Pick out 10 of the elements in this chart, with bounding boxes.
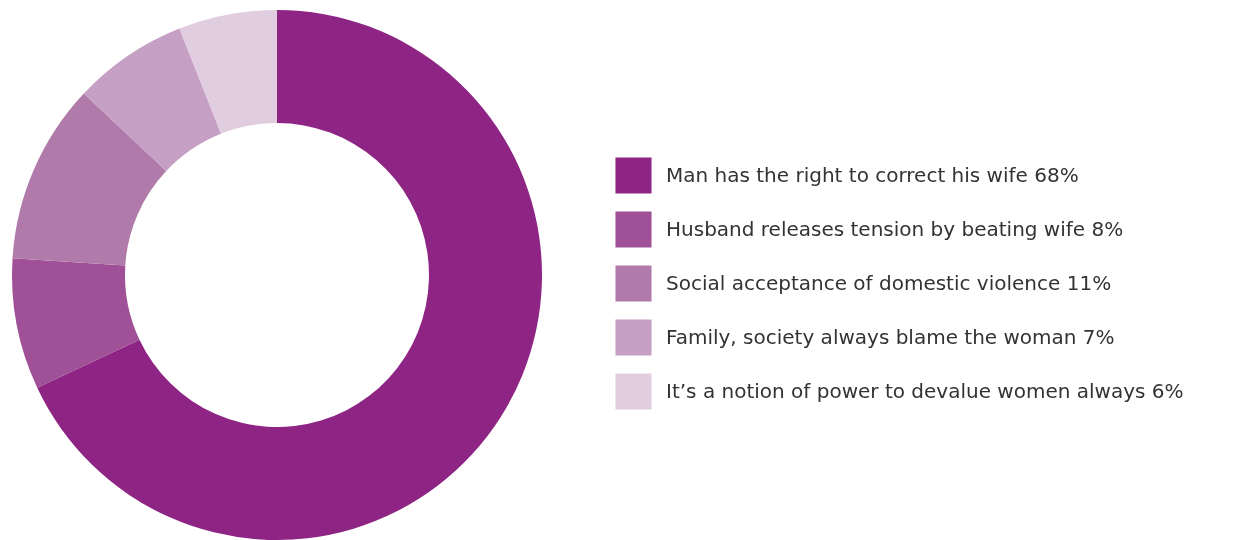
legend-label: Family, society always blame the woman 7% [666,324,1115,349]
legend-label: Husband releases tension by beating wife 8% [666,216,1124,241]
donut-slice [83,28,222,171]
donut-slice [37,10,542,540]
legend-label: It’s a notion of power to devalue women always 6% [666,378,1184,403]
donut-slice [12,258,140,388]
legend-label: Social acceptance of domestic violence 11% [666,270,1112,295]
donut-slice [12,93,167,266]
donut-slice [179,10,277,134]
legend-label: Man has the right to correct his wife 68% [666,162,1079,187]
